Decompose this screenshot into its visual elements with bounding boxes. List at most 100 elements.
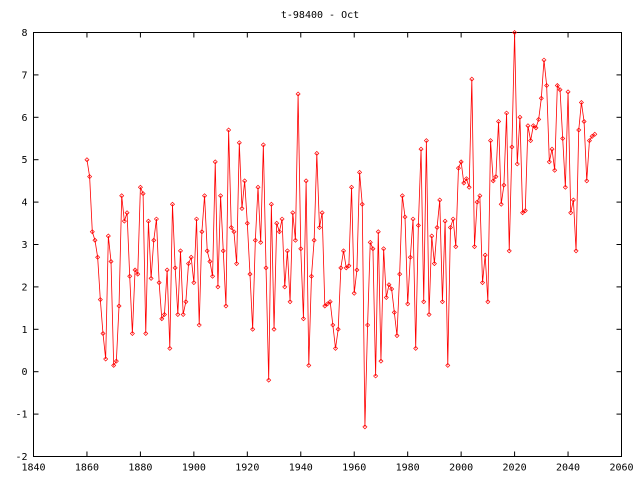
- data-point: [204, 248, 210, 254]
- data-point: [584, 178, 590, 184]
- data-point: [490, 178, 496, 184]
- data-point: [215, 284, 221, 290]
- data-point: [116, 303, 122, 309]
- data-point: [87, 174, 93, 180]
- data-point: [306, 362, 312, 368]
- data-point: [586, 138, 592, 144]
- data-point: [103, 356, 109, 362]
- data-point: [84, 157, 90, 163]
- data-point: [284, 248, 290, 254]
- data-point: [89, 229, 95, 235]
- data-point: [276, 229, 282, 235]
- data-point: [191, 280, 197, 286]
- data-point: [129, 331, 135, 337]
- data-point: [137, 184, 143, 190]
- data-point: [274, 220, 280, 226]
- data-point: [485, 299, 491, 305]
- data-point: [268, 201, 274, 207]
- series-group: [84, 30, 598, 430]
- data-point: [341, 248, 347, 254]
- data-point: [325, 301, 330, 307]
- data-point: [466, 184, 472, 190]
- y-tick-label: 7: [21, 70, 27, 81]
- data-point: [504, 110, 510, 116]
- data-point: [319, 210, 325, 216]
- data-point: [223, 303, 229, 309]
- data-point: [359, 201, 365, 207]
- data-point: [333, 345, 339, 351]
- data-point: [292, 237, 298, 243]
- y-tick-label: 5: [21, 155, 27, 166]
- data-point: [95, 254, 101, 260]
- data-point: [188, 254, 194, 260]
- data-point: [453, 244, 459, 250]
- data-point: [199, 229, 205, 235]
- data-point: [554, 83, 560, 88]
- data-point: [210, 273, 216, 279]
- data-point: [263, 265, 269, 271]
- data-point: [228, 225, 234, 231]
- data-point: [365, 322, 371, 328]
- data-point: [196, 322, 202, 328]
- data-point: [169, 201, 175, 207]
- data-point: [159, 316, 165, 322]
- data-point: [538, 95, 544, 101]
- data-point: [546, 159, 552, 165]
- data-point: [560, 136, 566, 141]
- data-point: [501, 182, 507, 188]
- x-tick-label: 1920: [235, 463, 259, 474]
- data-point: [234, 261, 240, 267]
- data-point: [218, 193, 224, 199]
- data-point: [178, 248, 183, 254]
- data-point: [207, 258, 213, 264]
- data-point: [386, 282, 392, 288]
- data-point: [397, 271, 403, 277]
- data-point: [589, 133, 595, 139]
- data-point: [316, 225, 322, 231]
- data-point: [97, 297, 103, 303]
- data-point: [314, 150, 320, 156]
- data-point: [322, 303, 328, 309]
- y-tick-label: 3: [21, 240, 27, 251]
- data-point: [354, 267, 360, 273]
- data-point: [522, 208, 528, 214]
- data-point: [477, 193, 483, 199]
- data-point: [488, 138, 494, 144]
- data-point: [212, 159, 218, 165]
- data-point: [290, 210, 296, 216]
- data-point: [421, 299, 427, 305]
- x-tick-label: 1980: [396, 463, 420, 474]
- data-point: [303, 178, 309, 184]
- data-point: [252, 237, 258, 243]
- x-tick-label: 1900: [182, 463, 206, 474]
- data-point: [381, 246, 387, 252]
- data-point: [236, 140, 242, 146]
- data-point: [105, 233, 111, 239]
- data-point: [525, 123, 531, 129]
- data-point: [311, 237, 317, 243]
- data-point: [415, 222, 421, 228]
- data-point: [250, 326, 256, 332]
- data-point: [242, 178, 248, 184]
- y-tick-label: -2: [15, 452, 27, 463]
- data-point: [362, 424, 368, 430]
- data-point: [367, 239, 373, 245]
- data-point: [469, 76, 475, 82]
- data-point: [180, 311, 186, 317]
- y-tick-label: 2: [21, 282, 27, 293]
- data-point: [581, 119, 587, 125]
- data-point: [327, 299, 333, 305]
- series-line: [86, 32, 596, 427]
- data-point: [260, 142, 266, 148]
- data-point: [517, 114, 523, 120]
- data-point: [287, 299, 293, 305]
- data-point: [271, 326, 277, 332]
- data-point: [239, 205, 245, 211]
- data-point: [506, 248, 512, 254]
- data-point: [592, 131, 598, 137]
- data-point: [383, 295, 389, 300]
- data-point: [132, 267, 138, 273]
- data-point: [151, 237, 157, 243]
- x-axis: 1840 1860 1880 1900 1920 1940 1960 1980 2000 2020…: [21, 32, 634, 474]
